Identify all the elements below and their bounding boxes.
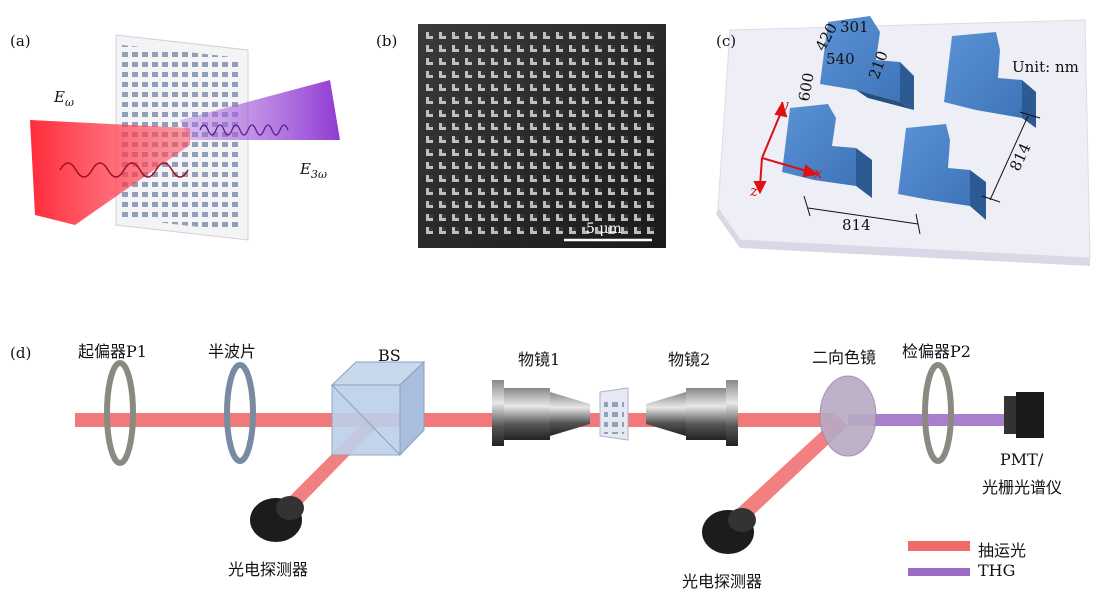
beam-splitter: [330, 360, 426, 457]
pmt-detector: [1004, 392, 1044, 438]
dimension-lines: [803, 111, 1041, 235]
label-objective-2: 物镜2: [668, 350, 711, 369]
dichroic-mirror: [819, 375, 877, 457]
legend-thg-swatch: [908, 568, 970, 576]
panel-b-tag: (b): [376, 32, 398, 50]
pump-beam-main: [75, 413, 835, 427]
dim-301: 301: [840, 18, 869, 36]
panel-c-tag: (c): [716, 32, 737, 50]
label-objective-1: 物镜1: [518, 350, 561, 369]
label-bs: BS: [378, 346, 401, 365]
label-analyzer-p2: 检偏器P2: [902, 342, 971, 361]
photodetector-1: [250, 496, 304, 542]
pump-wave: [59, 162, 189, 178]
axis-z-label: z: [750, 182, 758, 200]
block-top-left: [820, 16, 914, 110]
analyzer-p2: [922, 362, 954, 464]
unit-label: Unit: nm: [1012, 58, 1079, 76]
halfwave-plate: [224, 362, 256, 464]
sample: [599, 387, 629, 441]
label-pmt-line1: PMT/: [1000, 450, 1044, 469]
label-dichroic: 二向色镜: [812, 348, 877, 367]
block-bottom-left: [782, 104, 872, 198]
scale-bar-label: 5 μm: [586, 221, 622, 237]
label-pmt-line2: 光栅光谱仪: [982, 478, 1063, 497]
legend-pump-swatch: [908, 541, 970, 551]
panel-a-tag: (a): [10, 32, 31, 50]
period-x-label: 814: [842, 216, 871, 234]
axis-y-label: y: [780, 96, 789, 114]
panel-b-sem: [418, 24, 666, 248]
dim-540: 540: [826, 50, 855, 68]
coordinate-axes: [753, 101, 819, 195]
panel-a-illustration: [30, 34, 340, 241]
legend-thg-label: THG: [978, 561, 1016, 580]
label-polarizer-p1: 起偏器P1: [78, 342, 147, 361]
panel-d-tag: (d): [10, 344, 32, 362]
e-3omega-label: E3ω: [300, 160, 327, 181]
axis-x-label: x: [814, 164, 823, 182]
sem-array: [424, 30, 660, 240]
block-bottom-right: [898, 124, 986, 220]
legend-pump-label: 抽运光: [978, 541, 1027, 560]
label-photodetector-1: 光电探测器: [228, 560, 309, 579]
substrate-edge: [716, 208, 1090, 266]
thg-wave: [199, 124, 289, 136]
e-omega-label: Eω: [54, 88, 74, 109]
label-halfwave-plate: 半波片: [208, 342, 257, 361]
panel-d-setup: [75, 360, 1044, 576]
panel-c-unit-cell: [716, 16, 1091, 266]
objective-1: [492, 380, 590, 446]
pump-beam-dichroic-reflect: [736, 416, 848, 520]
label-photodetector-2: 光电探测器: [682, 572, 763, 591]
objective-2: [646, 380, 738, 446]
photodetector-2: [702, 508, 756, 554]
polarizer-p1: [104, 360, 136, 466]
